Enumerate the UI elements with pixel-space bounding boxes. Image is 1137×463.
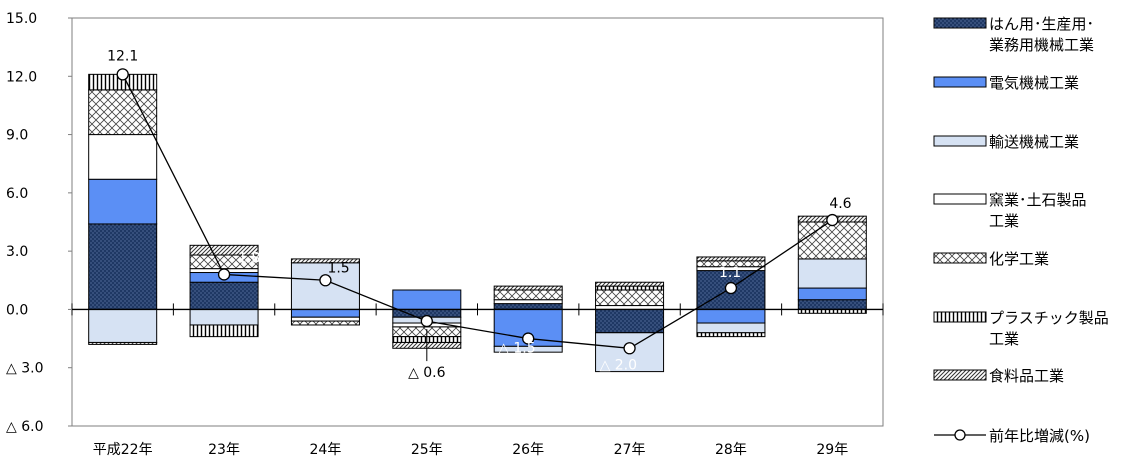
legend-swatch-ceramics — [933, 193, 987, 205]
line-point-6 — [724, 281, 738, 295]
legend-swatch-electric — [933, 76, 987, 88]
line-point-3 — [420, 314, 433, 328]
x-tick-label-7: 29年 — [816, 442, 848, 458]
bars-layer — [88, 73, 867, 373]
x-tick-label-0: 平成22年 — [93, 442, 153, 458]
x-tick-label-4: 26年 — [512, 442, 544, 458]
tick-labels-layer: 15.0 12.0 9.0 6.0 3.0 0.0 △ 3.0 △ 6.0 平成22年 23年 24… — [6, 11, 848, 458]
legend-swatch-food — [933, 369, 987, 381]
bar-segment-food-1 — [189, 244, 259, 256]
legend-label-ceramics-1: 工業 — [989, 212, 1019, 230]
legend: はん用･生産用･業務用機械工業電気機械工業輸送機械工業窯業･土石製品工業化学工業… — [933, 15, 1109, 445]
y-tick-label-3: 6.0 — [6, 186, 28, 202]
bar-segment-electric-2 — [290, 308, 360, 318]
data-label-3: △ 0.6 — [408, 365, 446, 381]
data-label-2: 1.5 — [327, 260, 349, 276]
data-label-6: 1.1 — [719, 265, 741, 281]
y-tick-label-5: 0.0 — [6, 302, 28, 318]
line-point-5 — [623, 342, 636, 355]
legend-label-chemical-0: 化学工業 — [989, 250, 1049, 268]
y-tick-label-2: 9.0 — [6, 128, 28, 144]
legend-label-plastic-0: プラスチック製品 — [989, 309, 1109, 327]
data-label-4: △ 1.5 — [498, 341, 535, 357]
legend-label-food-0: 食料品工業 — [989, 367, 1064, 385]
legend-swatch-plastic — [933, 311, 987, 323]
legend-label-transport-0: 輸送機械工業 — [989, 133, 1079, 151]
bar-segment-machinery-4 — [493, 303, 563, 310]
legend-label-ceramics-0: 窯業･土石製品 — [989, 191, 1087, 209]
legend-label-machinery-1: 業務用機械工業 — [989, 36, 1094, 54]
data-label-7: 4.6 — [829, 196, 851, 212]
bar-segment-transport-0 — [88, 308, 158, 343]
bar-segment-electric-3 — [392, 289, 462, 310]
bar-segment-transport-6 — [696, 322, 766, 334]
line-series-yoy — [122, 74, 833, 349]
x-tick-label-6: 28年 — [715, 442, 747, 458]
y-tick-label-7: △ 6.0 — [6, 419, 43, 435]
bar-segment-food-6 — [696, 256, 766, 262]
bar-segment-chemical-2 — [290, 320, 360, 326]
legend-label-machinery-0: はん用･生産用･ — [989, 15, 1094, 33]
bar-segment-food-5 — [595, 281, 665, 287]
bar-segment-transport-4 — [493, 345, 563, 353]
bar-segment-ceramics-2 — [290, 316, 360, 322]
data-label-1: 1.8 — [238, 250, 260, 266]
bar-segment-transport-1 — [189, 308, 259, 326]
bar-segment-transport-7 — [797, 258, 867, 289]
x-tick-label-2: 24年 — [310, 442, 342, 458]
bar-segment-machinery-0 — [88, 223, 158, 310]
bar-segment-food-0 — [88, 341, 158, 345]
bar-segment-electric-6 — [696, 308, 766, 324]
bar-segment-ceramics-4 — [493, 299, 563, 305]
y-tick-label-6: △ 3.0 — [6, 361, 43, 377]
bar-segment-chemical-0 — [88, 89, 158, 136]
bar-segment-machinery-7 — [797, 299, 867, 310]
legend-label-electric-0: 電気機械工業 — [989, 74, 1079, 92]
bar-segment-electric-7 — [797, 287, 867, 301]
legend-swatch-transport — [933, 135, 987, 147]
y-tick-label-0: 15.0 — [6, 11, 37, 27]
bar-segment-electric-0 — [88, 178, 158, 225]
y-tick-label-1: 12.0 — [6, 69, 37, 85]
bar-segment-plastic-5 — [595, 285, 665, 291]
line-point-2 — [319, 274, 332, 287]
legend-swatch-marker — [954, 429, 966, 441]
bar-segment-machinery-5 — [595, 308, 665, 334]
legend-swatch-machinery — [933, 17, 987, 29]
legend-label-line-0: 前年比増減(%) — [989, 427, 1090, 445]
line-point-4 — [522, 332, 535, 345]
legend-label-plastic-1: 工業 — [989, 330, 1019, 348]
x-tick-label-5: 27年 — [614, 442, 646, 458]
bar-segment-chemical-4 — [493, 289, 563, 301]
bar-segment-ceramics-0 — [88, 134, 158, 180]
data-label-5: △ 2.0 — [600, 357, 637, 373]
line-point-7 — [826, 213, 839, 227]
bar-segment-machinery-1 — [189, 281, 259, 310]
line-point-1 — [217, 268, 231, 281]
x-tick-label-1: 23年 — [208, 442, 240, 458]
line-layer: 12.1 1.8 1.5 △ 0.6 △ 1.5 △ 2.0 1.1 4.6 — [107, 48, 852, 381]
bar-segment-chemical-5 — [595, 289, 665, 307]
bar-segment-plastic-1 — [189, 324, 259, 338]
plot-area-frame — [71, 17, 884, 427]
data-label-0: 12.1 — [107, 48, 138, 64]
bar-segment-food-2 — [290, 258, 360, 264]
bar-segment-chemical-7 — [797, 221, 867, 260]
axis-layer — [68, 17, 884, 427]
line-point-0 — [116, 68, 129, 81]
x-tick-label-3: 25年 — [411, 442, 443, 458]
legend-swatch-chemical — [933, 252, 987, 264]
y-tick-label-4: 3.0 — [6, 244, 28, 260]
bar-segment-plastic-6 — [696, 332, 766, 338]
bar-segment-food-4 — [493, 285, 563, 291]
